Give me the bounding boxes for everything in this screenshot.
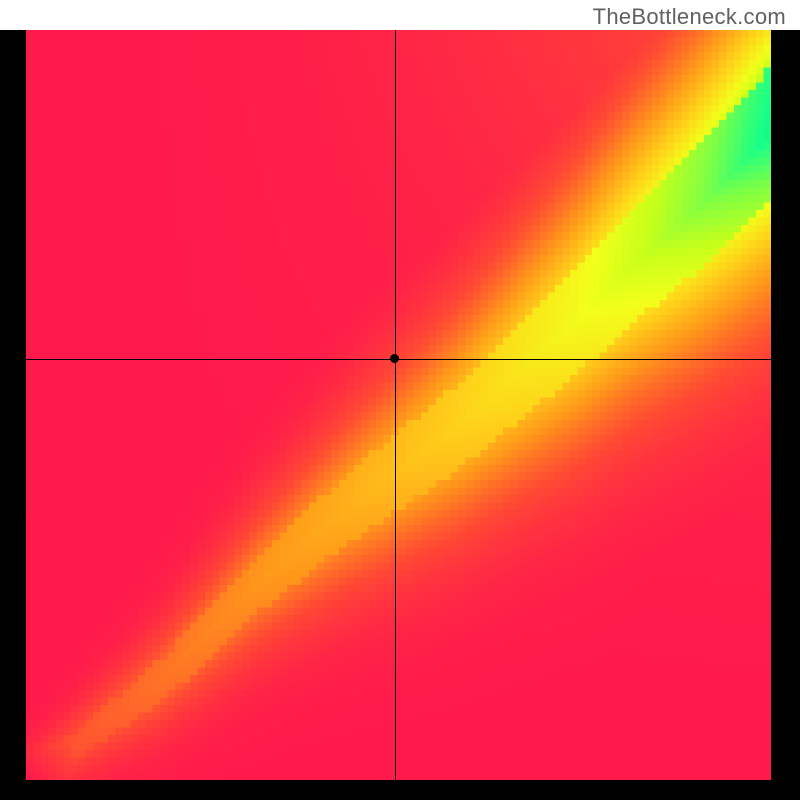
frame-bar — [0, 30, 26, 800]
watermark-text: TheBottleneck.com — [593, 4, 786, 30]
frame-bar — [26, 780, 771, 800]
bottleneck-heatmap — [26, 30, 771, 780]
crosshair-vertical — [395, 30, 396, 780]
frame-bar — [771, 30, 800, 800]
